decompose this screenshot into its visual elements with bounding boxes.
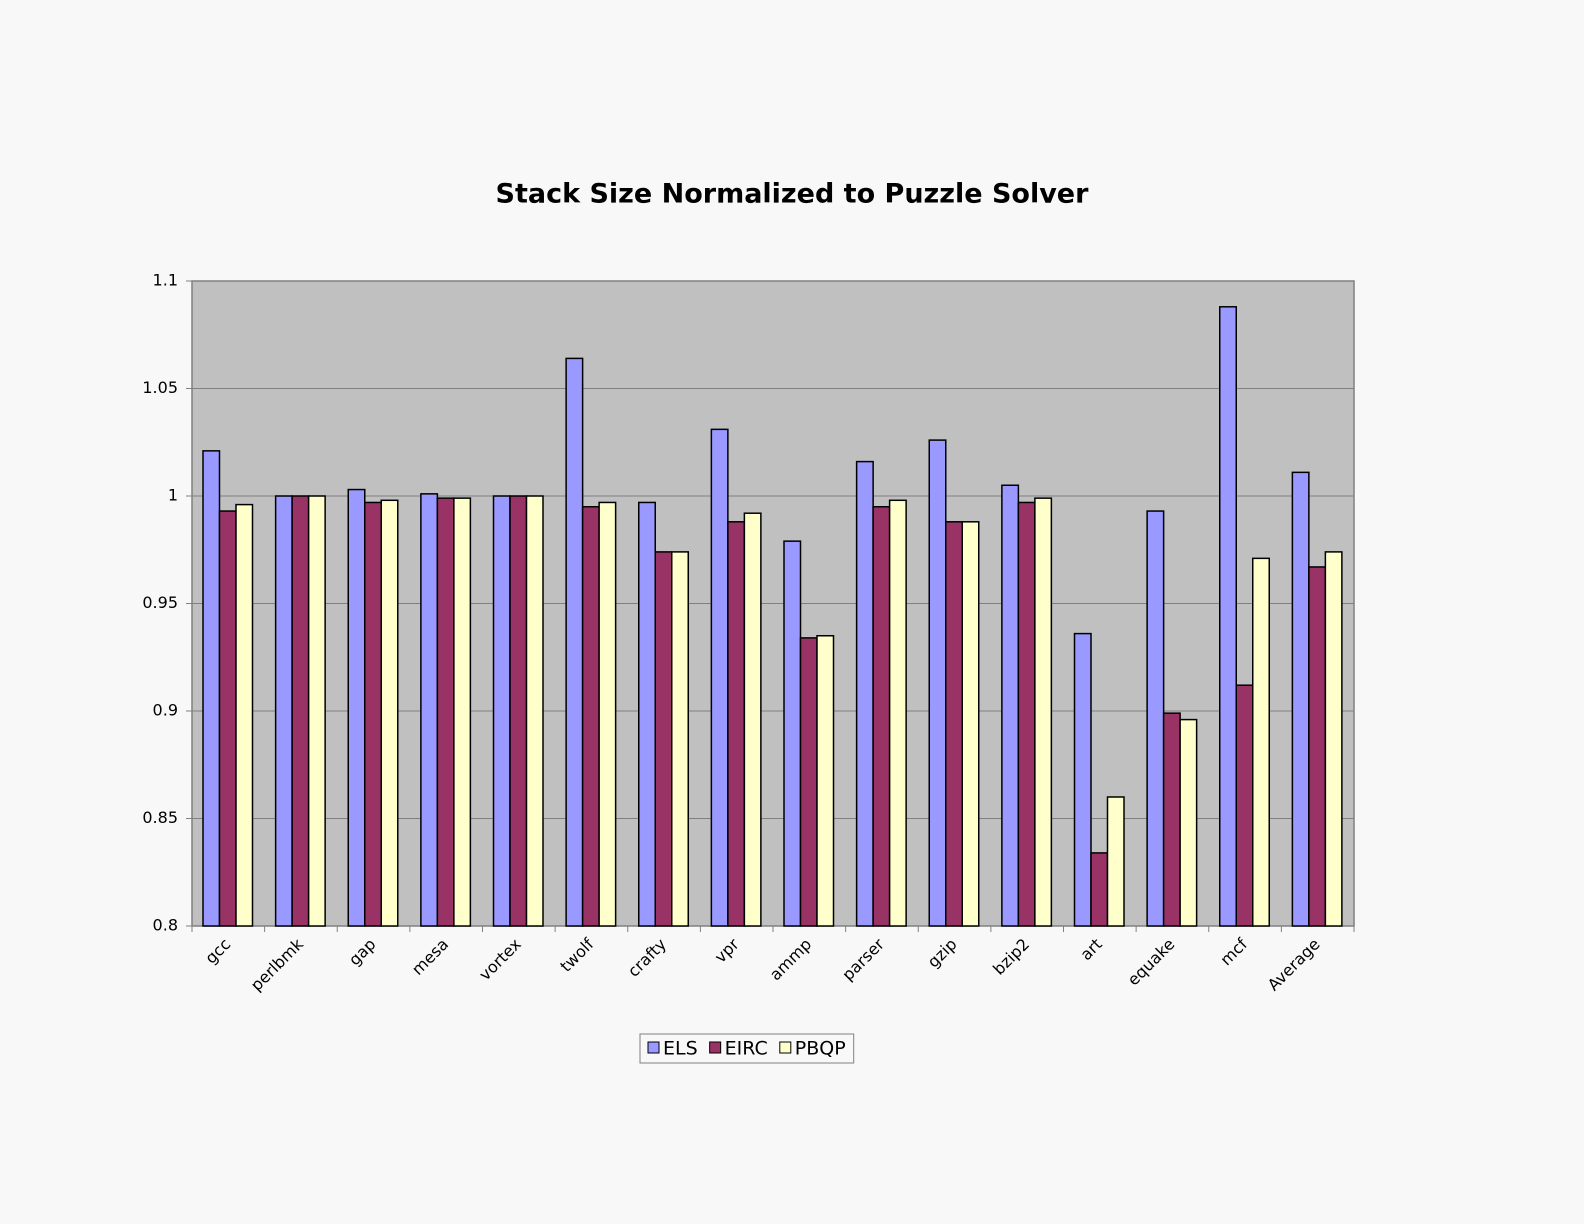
x-tick-label: vpr (711, 934, 743, 966)
bar (1106, 796, 1125, 927)
bar (307, 495, 326, 927)
bar (380, 499, 399, 927)
bar (855, 460, 874, 927)
x-tick-label: gcc (201, 935, 234, 968)
bar (218, 510, 237, 927)
bar (783, 540, 802, 927)
y-tick-label: 1 (168, 486, 178, 505)
bar (420, 493, 439, 927)
legend-label: ELS (663, 1038, 698, 1060)
bar (202, 450, 221, 927)
bar (565, 357, 584, 927)
x-tick-label: equake (1124, 935, 1179, 990)
x-tick-label: gzip (924, 935, 961, 972)
bar (598, 501, 617, 927)
y-tick-label: 0.95 (142, 593, 178, 612)
bar (1090, 852, 1109, 927)
bar (671, 551, 689, 927)
bar (872, 506, 891, 927)
legend: ELS EIRC PBQP (639, 1033, 855, 1064)
x-tick-label: ammp (766, 935, 816, 985)
bar (1146, 510, 1165, 927)
bar (799, 637, 818, 927)
x-tick-label: perlbmk (247, 934, 308, 995)
x-tick-label: Average (1264, 935, 1324, 995)
x-tick-label: bzip2 (989, 935, 1033, 979)
x-tick-label: mesa (408, 935, 452, 979)
legend-swatch (709, 1041, 722, 1054)
bar (710, 428, 729, 927)
bar (235, 503, 254, 927)
bar (581, 506, 600, 927)
y-tick-label: 0.85 (142, 808, 178, 827)
bar (1034, 497, 1053, 927)
chart-title: Stack Size Normalized to Puzzle Solver (496, 179, 1090, 210)
bar (1291, 471, 1310, 927)
bar (945, 521, 963, 927)
legend-box (639, 1033, 855, 1064)
y-tick-label: 1.05 (142, 378, 178, 397)
bar (816, 635, 835, 927)
bar (638, 501, 656, 927)
legend-label: EIRC (725, 1038, 768, 1060)
bar (1179, 718, 1198, 927)
legend-label: PBQP (795, 1038, 846, 1060)
bar (928, 439, 947, 927)
bar (525, 495, 544, 927)
bar (364, 501, 382, 927)
x-tick-label: twolf (556, 934, 597, 975)
bar (961, 521, 980, 927)
bar (743, 512, 762, 927)
legend-swatch (779, 1041, 792, 1054)
y-tick-label: 0.8 (153, 916, 178, 935)
legend-swatch (647, 1041, 660, 1054)
x-tick-label: vortex (475, 935, 525, 985)
bar (1001, 484, 1020, 927)
bar (274, 495, 293, 927)
y-tick-label: 0.9 (153, 701, 178, 720)
x-tick-label: gap (345, 935, 380, 970)
x-tick-label: crafty (624, 935, 670, 981)
bar (1324, 551, 1343, 927)
bar (509, 495, 528, 927)
bar (436, 497, 455, 927)
bar (727, 521, 746, 927)
bar (1308, 566, 1327, 927)
x-tick-label: parser (838, 934, 888, 984)
bar (1017, 501, 1036, 927)
bar (347, 488, 366, 927)
bar (453, 497, 472, 927)
bar (492, 495, 511, 927)
y-tick-label: 1.1 (153, 271, 178, 290)
bar (1235, 684, 1254, 927)
bar (1219, 306, 1237, 927)
bar (654, 551, 673, 927)
bar (1162, 712, 1181, 927)
x-tick-label: art (1076, 935, 1105, 964)
bar (291, 495, 310, 927)
x-tick-label: mcf (1216, 934, 1251, 969)
bar (1073, 632, 1092, 927)
bar (1252, 557, 1270, 927)
bar (888, 499, 907, 927)
